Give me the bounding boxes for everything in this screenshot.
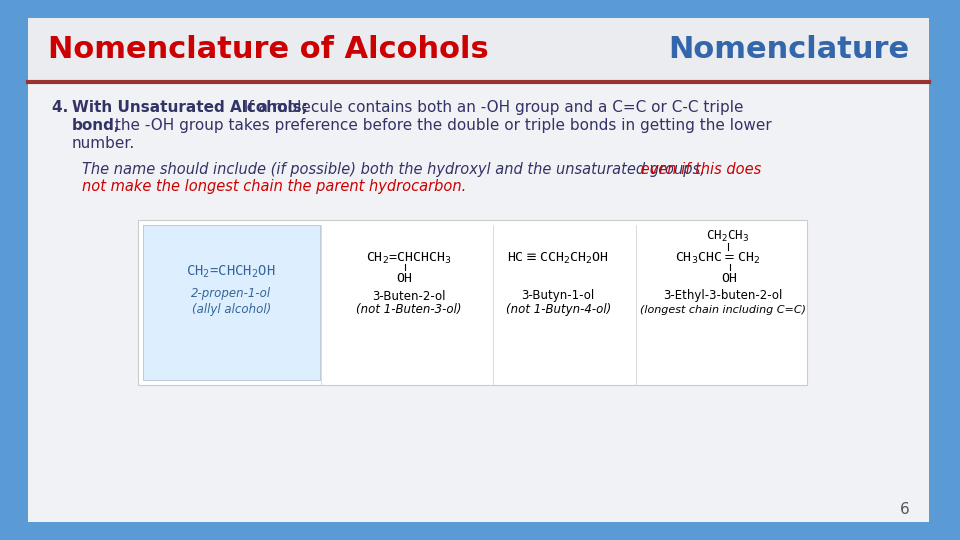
Text: even if this does: even if this does — [636, 162, 761, 177]
Text: The name should include (if possible) both the hydroxyl and the unsaturated grou: The name should include (if possible) bo… — [82, 162, 705, 177]
Text: HC$\equiv$CCH$_2$CH$_2$OH: HC$\equiv$CCH$_2$CH$_2$OH — [507, 251, 610, 266]
Text: 6: 6 — [900, 503, 909, 517]
Text: 3-Buten-2-ol: 3-Buten-2-ol — [372, 289, 445, 302]
FancyBboxPatch shape — [137, 220, 807, 385]
Text: With Unsaturated Alcohols;: With Unsaturated Alcohols; — [72, 100, 307, 115]
Text: If a molecule contains both an -OH group and a C=C or C-C triple: If a molecule contains both an -OH group… — [239, 100, 744, 115]
Text: number.: number. — [72, 136, 135, 151]
Text: 3-Butyn-1-ol: 3-Butyn-1-ol — [521, 289, 595, 302]
Text: not make the longest chain the parent hydrocarbon.: not make the longest chain the parent hy… — [82, 179, 466, 194]
FancyBboxPatch shape — [142, 225, 320, 380]
Text: OH: OH — [722, 272, 737, 285]
Text: Nomenclature: Nomenclature — [668, 36, 909, 64]
Text: CH$_2$=CHCH$_2$OH: CH$_2$=CHCH$_2$OH — [186, 264, 276, 280]
Text: the -OH group takes preference before the double or triple bonds in getting the : the -OH group takes preference before th… — [109, 118, 772, 133]
Text: 4.: 4. — [52, 100, 73, 115]
Text: CH$_2$CH$_3$: CH$_2$CH$_3$ — [707, 228, 750, 244]
Text: (allyl alcohol): (allyl alcohol) — [192, 302, 271, 315]
Text: CH$_2$=CHCHCH$_3$: CH$_2$=CHCHCH$_3$ — [366, 251, 451, 266]
Text: CH$_3$CHC$=$CH$_2$: CH$_3$CHC$=$CH$_2$ — [675, 251, 760, 266]
Text: 3-Ethyl-3-buten-2-ol: 3-Ethyl-3-buten-2-ol — [663, 289, 782, 302]
Text: (not 1-Butyn-4-ol): (not 1-Butyn-4-ol) — [506, 303, 611, 316]
FancyBboxPatch shape — [28, 18, 929, 80]
Text: (not 1-Buten-3-ol): (not 1-Buten-3-ol) — [356, 303, 462, 316]
Text: Nomenclature of Alcohols: Nomenclature of Alcohols — [48, 36, 489, 64]
FancyBboxPatch shape — [28, 18, 929, 522]
Text: OH: OH — [396, 272, 413, 285]
Text: bond,: bond, — [72, 118, 120, 133]
Text: (longest chain including C=C): (longest chain including C=C) — [639, 305, 805, 315]
Text: 2-propen-1-ol: 2-propen-1-ol — [191, 287, 272, 300]
